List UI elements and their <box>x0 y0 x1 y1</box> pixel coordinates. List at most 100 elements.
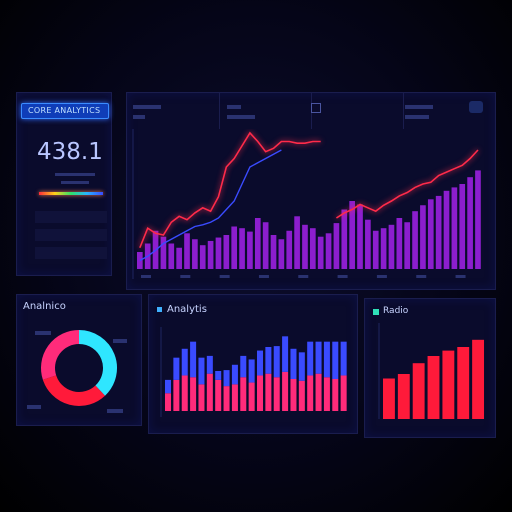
kpi-caption-line-2 <box>61 181 89 184</box>
main-bar <box>427 199 434 269</box>
main-bar <box>168 243 175 269</box>
expand-icon[interactable] <box>311 103 321 113</box>
main-bar <box>372 230 379 269</box>
main-bar <box>137 252 143 269</box>
donut-slice <box>41 330 80 380</box>
main-bar <box>396 218 403 269</box>
main-bar <box>192 239 198 269</box>
kpi-spectrum-bar <box>39 192 103 195</box>
mid-bar-primary <box>198 384 205 411</box>
mid-bar-secondary <box>282 336 289 372</box>
right-bar <box>397 374 410 419</box>
donut-slices <box>41 330 117 406</box>
main-bar <box>270 235 277 269</box>
main-bar <box>262 222 269 269</box>
mid-bar-secondary <box>307 341 314 376</box>
menu-icon[interactable] <box>469 101 483 113</box>
mid-bar-secondary <box>248 359 255 383</box>
mid-chart <box>160 327 347 417</box>
kpi-row-3[interactable] <box>35 247 107 259</box>
mid-bar-primary <box>298 380 305 411</box>
mid-bar-secondary <box>290 348 297 379</box>
mid-bar-primary <box>215 379 222 411</box>
main-bar <box>412 211 418 269</box>
main-bar <box>223 235 230 269</box>
main-chart-right-line <box>335 149 479 219</box>
mid-bar-primary <box>290 379 297 411</box>
panel-tab-1-line-2 <box>133 115 145 119</box>
mid-bar-secondary <box>223 370 230 387</box>
panel-tab-1[interactable] <box>127 93 220 129</box>
main-chart-bars <box>137 170 481 269</box>
mid-bar-secondary <box>173 357 180 380</box>
mid-panel-title: Analytis <box>167 304 207 315</box>
mid-bar-primary <box>173 379 180 411</box>
main-bar <box>199 245 206 269</box>
donut-label-4 <box>107 409 123 413</box>
main-bar <box>302 224 308 269</box>
main-xtick <box>258 275 269 278</box>
main-xtick <box>455 275 466 278</box>
mid-bar-secondary <box>323 341 330 378</box>
mid-bar-primary <box>340 375 347 411</box>
mid-bar-secondary <box>315 341 322 374</box>
main-bar <box>388 224 395 269</box>
mid-bar-secondary <box>340 341 347 376</box>
dashboard-badge-label: CORE ANALYTICS <box>28 106 101 115</box>
mid-bar-secondary <box>257 350 264 376</box>
right-chart-panel: Radio <box>364 298 496 438</box>
panel-tab-2[interactable] <box>219 93 312 129</box>
main-bar <box>325 233 332 269</box>
panel-tab-2-line <box>227 105 241 109</box>
right-bar <box>442 350 455 419</box>
kpi-row-1[interactable] <box>35 211 107 223</box>
main-bar <box>459 184 466 269</box>
mid-chart-bars <box>165 336 347 411</box>
right-bar <box>427 356 440 419</box>
right-bar <box>457 347 470 419</box>
mid-bar-secondary <box>206 355 213 374</box>
main-xtick <box>141 275 151 278</box>
kpi-panel: CORE ANALYTICS 438.1 <box>16 92 112 276</box>
donut-chart <box>41 330 117 406</box>
main-bar <box>278 239 285 269</box>
mid-bar-secondary <box>215 371 222 380</box>
main-bar <box>475 170 481 269</box>
main-bar <box>451 187 458 269</box>
main-bar <box>247 231 253 269</box>
mid-chart-panel: Analytis <box>148 294 358 434</box>
mid-bar-secondary <box>332 341 339 379</box>
mid-bar-primary <box>307 375 314 411</box>
panel-tab-4-line <box>405 105 433 109</box>
main-xtick <box>376 275 387 278</box>
right-chart-bars <box>383 339 485 419</box>
main-bar <box>231 226 238 269</box>
kpi-row-2[interactable] <box>35 229 107 241</box>
mid-bar-primary <box>181 375 188 411</box>
main-chart <box>132 129 481 279</box>
panel-tab-4[interactable] <box>403 93 495 129</box>
mid-bar-secondary <box>298 352 305 381</box>
main-xtick <box>298 275 309 278</box>
panel-tab-3[interactable] <box>311 93 404 129</box>
right-bar <box>383 378 395 419</box>
mid-bar-secondary <box>265 347 272 374</box>
donut-label-3 <box>27 405 41 409</box>
right-chart <box>378 323 485 419</box>
main-bar <box>380 228 387 269</box>
main-chart-red-line <box>139 131 321 249</box>
donut-panel-title: Analnico <box>23 301 66 312</box>
main-xtick <box>337 275 348 278</box>
main-xtick <box>416 275 427 278</box>
mid-bar-secondary <box>273 346 280 378</box>
mid-bar-primary <box>273 377 280 411</box>
mid-panel-legend-swatch <box>157 307 162 312</box>
main-bar <box>349 201 355 269</box>
mid-bar-primary <box>248 382 255 411</box>
mid-bar-primary <box>240 377 247 411</box>
main-xtick <box>180 275 191 278</box>
main-bar <box>365 219 371 269</box>
mid-bar-primary <box>265 373 272 411</box>
right-bar <box>472 339 485 419</box>
dashboard-badge[interactable]: CORE ANALYTICS <box>21 103 109 119</box>
